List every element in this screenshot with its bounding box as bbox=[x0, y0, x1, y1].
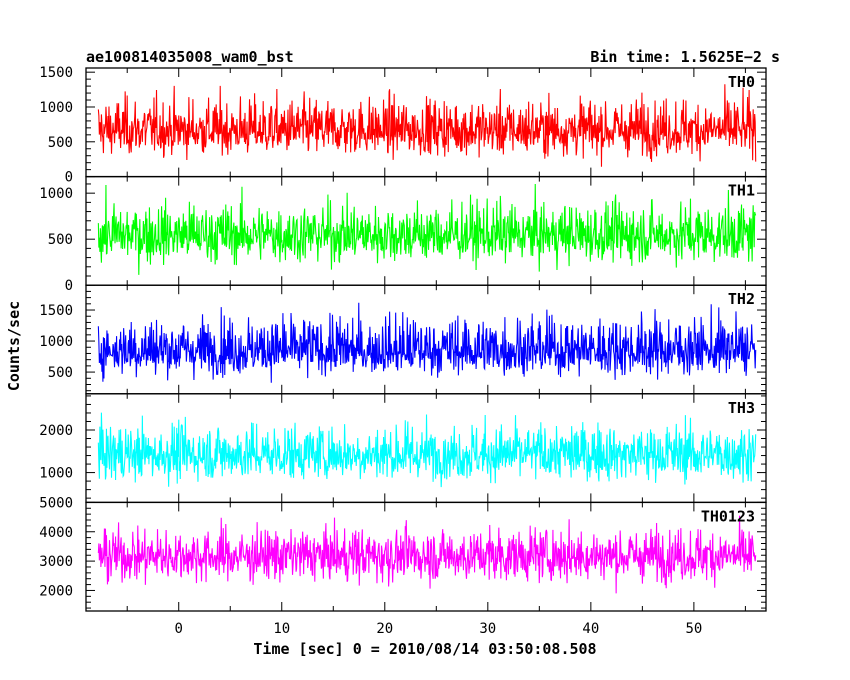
x-tick-label: 20 bbox=[376, 621, 393, 637]
y-tick-label: 2000 bbox=[39, 423, 73, 439]
y-tick-label: 2000 bbox=[39, 583, 73, 599]
series-line-th2 bbox=[97, 302, 757, 383]
panel-th0123: 2000 3000 4000 5000 TH0123 bbox=[39, 495, 767, 612]
panel-label-th0123: TH0123 bbox=[701, 507, 755, 525]
x-tick-label: 50 bbox=[685, 621, 702, 637]
series-line-th1 bbox=[97, 183, 757, 275]
y-tick-label: 0 bbox=[65, 170, 73, 186]
panel-label-th1: TH1 bbox=[728, 182, 755, 200]
y-tick-label: 1000 bbox=[39, 334, 73, 350]
y-tick-label: 500 bbox=[48, 135, 73, 151]
series-line-th0123 bbox=[97, 515, 757, 594]
y-tick-label: 3000 bbox=[39, 554, 73, 570]
chart-title: ae100814035008_wam0_bst bbox=[86, 48, 294, 66]
y-tick-label: 5000 bbox=[39, 495, 73, 511]
y-tick-label: 1500 bbox=[39, 65, 73, 81]
y-tick-label: 500 bbox=[48, 365, 73, 381]
panel-frame bbox=[85, 501, 767, 612]
x-tick-label: 40 bbox=[582, 621, 599, 637]
panel-label-th3: TH3 bbox=[728, 399, 755, 417]
panel-th1: 0 500 1000 TH1 bbox=[39, 175, 767, 294]
panel-label-th0: TH0 bbox=[728, 73, 755, 91]
y-tick-label: 1000 bbox=[39, 100, 73, 116]
x-tick-label: 10 bbox=[273, 621, 290, 637]
series-line-th0 bbox=[97, 84, 757, 167]
x-tick-label: 0 bbox=[175, 621, 183, 637]
y-tick-label: 1000 bbox=[39, 186, 73, 202]
y-tick-label: 4000 bbox=[39, 525, 73, 541]
y-axis-label: Counts/sec bbox=[5, 301, 23, 391]
panel-th0: 0 500 1000 1500 TH0 bbox=[39, 65, 767, 186]
panel-th2: 500 1000 1500 TH2 bbox=[39, 284, 767, 395]
y-tick-label: 500 bbox=[48, 232, 73, 248]
panel-frame bbox=[85, 175, 767, 286]
y-tick-label: 0 bbox=[65, 278, 73, 294]
panel-th3: 1000 2000 TH3 bbox=[39, 393, 767, 504]
x-tick-label: 30 bbox=[479, 621, 496, 637]
y-tick-label: 1000 bbox=[39, 466, 73, 482]
bin-time-label: Bin time: 1.5625E−2 s bbox=[590, 48, 780, 66]
series-line-th3 bbox=[97, 412, 757, 488]
y-tick-label: 1500 bbox=[39, 303, 73, 319]
x-axis-label: Time [sec] 0 = 2010/08/14 03:50:08.508 bbox=[253, 640, 596, 658]
panel-label-th2: TH2 bbox=[728, 290, 755, 308]
